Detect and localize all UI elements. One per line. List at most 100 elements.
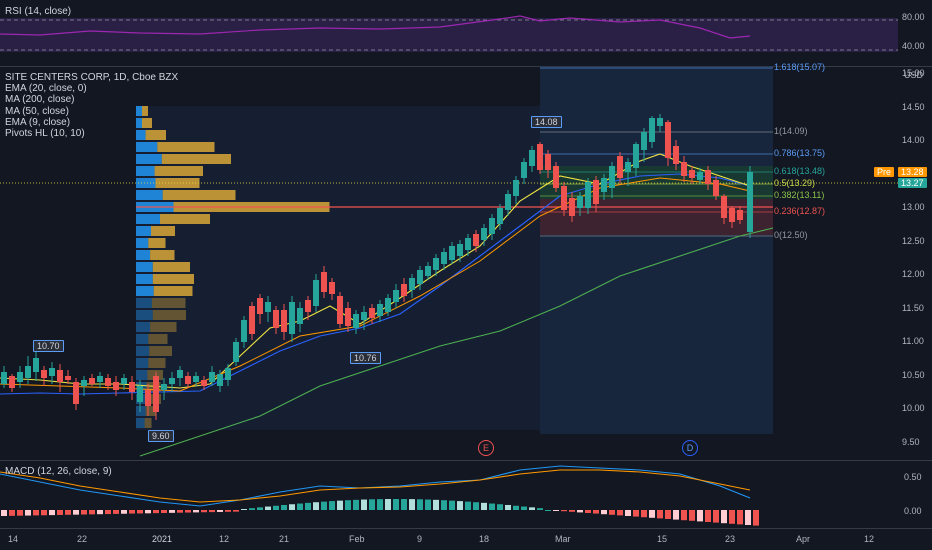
candle-body [633,144,639,168]
candle-body [353,314,359,328]
macd-histogram-bar [537,508,543,510]
candle-body [473,234,479,246]
macd-histogram-bar [201,510,207,513]
macd-histogram-bar [361,499,367,510]
macd-histogram-bar [713,510,719,523]
volume-profile-bar-down [148,334,168,344]
time-tick: Feb [349,534,365,544]
macd-histogram-bar [185,510,191,513]
fib-level-label: 0.786(13.75) [774,148,826,158]
volume-profile-bar-up [136,130,146,140]
volume-profile-bar-up [136,334,149,344]
time-tick: 22 [77,534,88,544]
candle-body [747,172,753,232]
symbol-title[interactable]: SITE CENTERS CORP, 1D, Cboe BZX [5,72,179,83]
macd-histogram-bar [41,510,47,516]
macd-histogram-bar [481,502,487,510]
macd-histogram-bar [665,510,671,519]
price-pane[interactable]: SITE CENTERS CORP, 1D, Cboe BZX EMA (20,… [0,62,932,460]
legend-ma50[interactable]: MA (50, close) [5,105,69,117]
candle-body [177,370,183,378]
candle-body [433,258,439,270]
candle-body [257,298,263,314]
volume-profile-bar-down [148,238,166,248]
candle-body [385,298,391,312]
rsi-pane[interactable]: RSI (14, close) 80.00 40.00 [0,0,932,66]
pane-separator[interactable] [0,66,932,67]
legend-ema20[interactable]: EMA (20, close, 0) [5,83,87,95]
macd-histogram-bar [577,510,583,513]
time-axis[interactable]: 14 22 2021 12 21 Feb 9 18 Mar 15 23 Apr 12 [0,528,932,550]
candle-body [505,194,511,210]
macd-histogram-bar [265,506,271,510]
price-tick: 9.50 [902,436,920,447]
macd-histogram-bar [97,510,103,515]
macd-histogram-bar [681,510,687,521]
macd-histogram-bar [369,499,375,510]
legend-ma200[interactable]: MA (200, close) [5,94,75,106]
candle-body [601,178,607,192]
candle-body [337,296,343,324]
macd-histogram-bar [25,510,31,516]
candle-body [585,182,591,208]
volume-profile-bar-down [142,118,152,128]
macd-histogram-bar [489,503,495,510]
macd-histogram-bar [409,499,415,510]
candle-body [681,162,687,176]
volume-profile-bar-up [136,178,156,188]
candle-body [161,384,167,390]
rsi-title: RSI (14, close) [5,6,72,17]
volume-profile-bar-up [136,370,148,380]
macd-histogram-bar [457,501,463,510]
candle-body [369,308,375,318]
candle-body [737,210,743,220]
macd-histogram-bar [145,510,151,514]
legend-ema9[interactable]: EMA (9, close) [5,116,71,128]
volume-profile-bar-down [142,106,148,116]
macd-histogram-bar [633,510,639,517]
volume-profile-bar-up [136,286,154,296]
macd-histogram-bar [417,499,423,510]
pane-separator[interactable] [0,460,932,461]
candle-body [569,198,575,216]
macd-histogram-bar [513,505,519,510]
volume-profile-bar-down [152,262,190,272]
volume-profile-bar-down [154,166,203,176]
fib-box [540,66,773,434]
volume-profile-bar-down [151,226,175,236]
rsi-line [0,15,751,39]
candle-body [529,150,535,166]
volume-profile-bar-up [136,310,153,320]
fib-level-label: 0.5(13.29) [774,178,816,188]
legend-pivots[interactable]: Pivots HL (10, 10) [5,128,85,140]
candle-body [665,122,671,158]
candle-body [649,118,655,142]
volume-profile-bar-up [136,262,153,272]
macd-histogram-bar [705,510,711,522]
macd-histogram-bar [753,510,759,526]
price-tick: 11.50 [902,302,924,313]
macd-pane[interactable]: MACD (12, 26, close, 9) 0.50 0.00 [0,460,932,528]
macd-histogram-bar [465,501,471,510]
candle-body [617,156,623,178]
fib-level-label: 0.618(13.48) [774,166,826,176]
price-tick: 12.00 [902,269,925,279]
fib-level-label: 1.618(15.07) [774,62,826,72]
macd-histogram-bar [617,510,623,516]
rsi-band [0,18,898,52]
macd-chart [0,465,759,526]
macd-histogram-bar [385,499,391,510]
macd-histogram-bar [105,510,111,515]
candle-body [521,162,527,178]
macd-histogram-bar [121,510,127,514]
macd-histogram-bar [1,510,7,516]
earnings-event-icon[interactable]: E [478,440,494,456]
time-tick: 23 [725,534,736,544]
macd-histogram-bar [745,510,751,525]
macd-histogram-bar [657,510,663,519]
dividend-event-icon[interactable]: D [682,440,698,456]
volume-profile-bar-up [136,238,149,248]
candle-body [657,118,663,126]
macd-histogram-bar [425,499,431,510]
volume-profile-bar-up [136,118,142,128]
